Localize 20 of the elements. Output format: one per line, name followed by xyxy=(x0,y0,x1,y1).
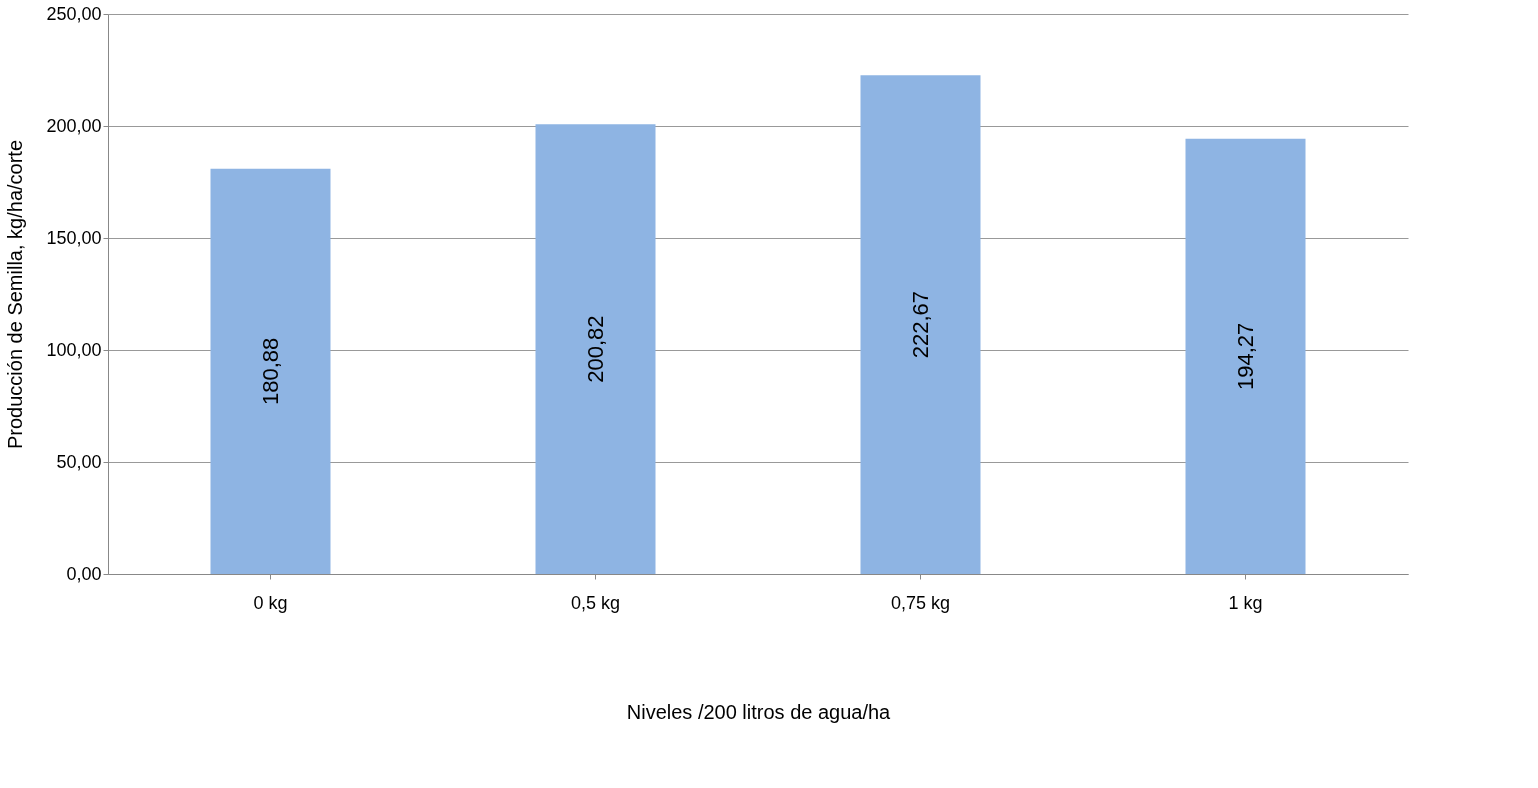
data-label: 222,67 xyxy=(907,290,933,359)
y-tick-label: 50,00 xyxy=(56,451,102,472)
bar xyxy=(860,75,981,574)
x-tick-label: 0,5 kg xyxy=(570,592,621,613)
x-tick-label: 1 kg xyxy=(1228,592,1263,613)
y-tick-label: 0,00 xyxy=(66,563,102,584)
bar xyxy=(535,124,656,574)
y-tick-label: 250,00 xyxy=(46,3,102,24)
y-tick-label: 200,00 xyxy=(46,115,102,136)
data-label: 194,27 xyxy=(1232,322,1258,391)
x-tick-label: 0 kg xyxy=(253,592,288,613)
y-tick-label: 100,00 xyxy=(46,339,102,360)
data-label: 200,82 xyxy=(582,315,608,383)
bar xyxy=(1185,138,1306,574)
x-axis-title: Niveles /200 litros de agua/ha xyxy=(626,700,892,723)
bar xyxy=(210,168,331,574)
x-tick-label: 0,75 kg xyxy=(890,592,951,613)
y-tick-label: 150,00 xyxy=(46,227,102,248)
data-label: 180,88 xyxy=(257,337,283,406)
y-axis-title: Producción de Semilla, kg/ha/corte xyxy=(4,139,27,450)
